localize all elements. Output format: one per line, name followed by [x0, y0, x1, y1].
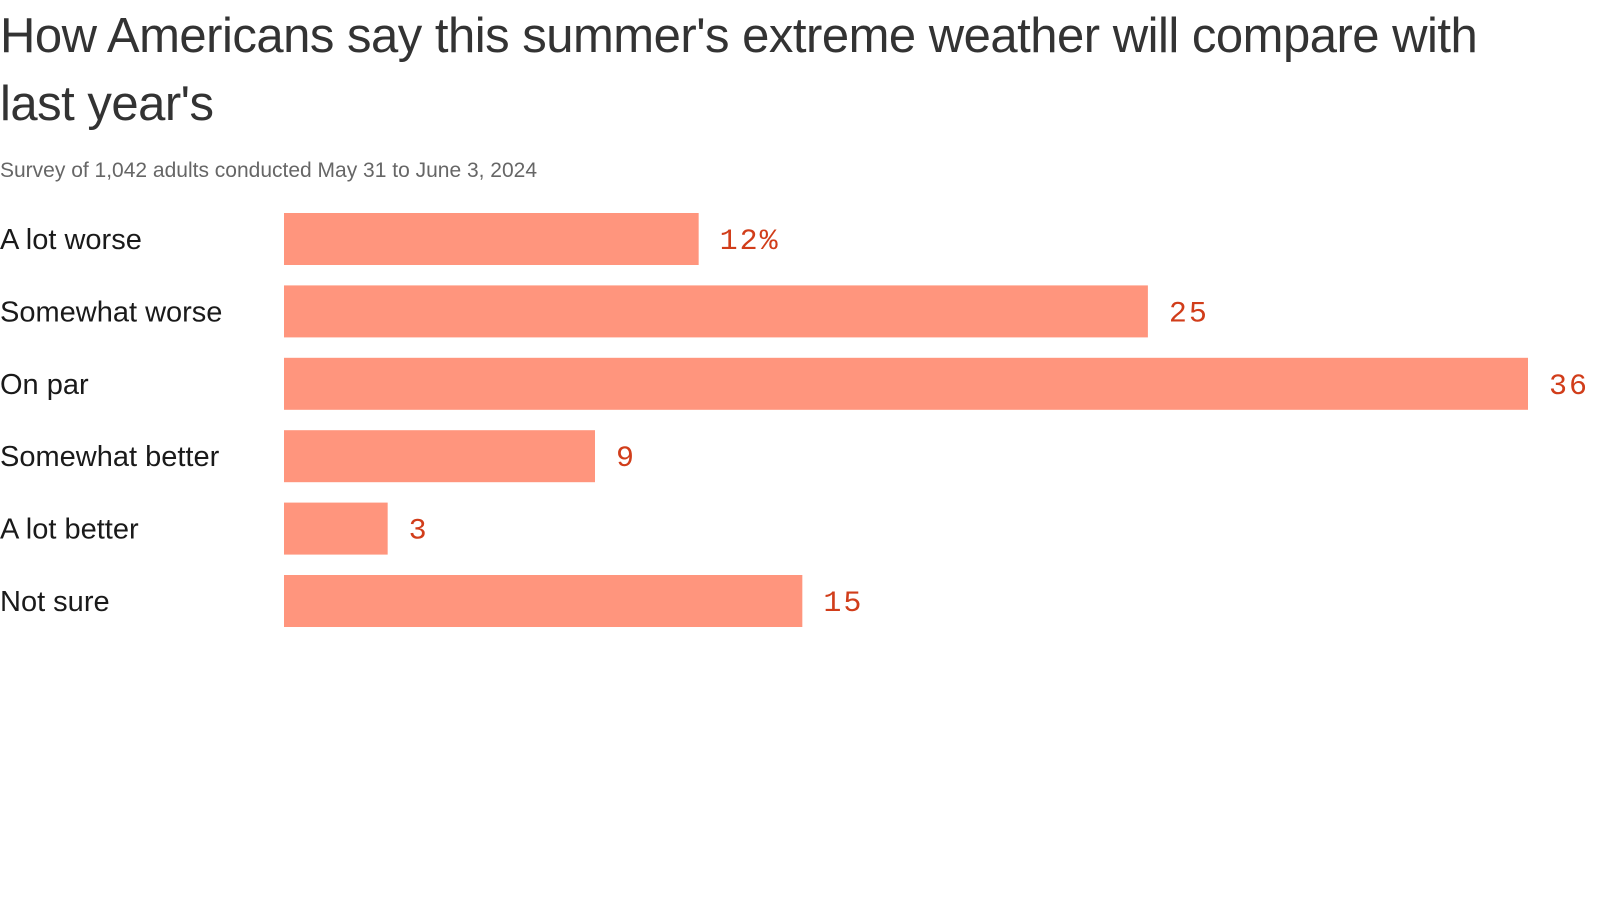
category-label: Somewhat worse — [0, 296, 222, 328]
bar-row: On par 36 — [0, 357, 1589, 410]
bar — [284, 357, 1528, 410]
bar — [284, 502, 388, 555]
bar — [284, 575, 803, 627]
bar — [284, 213, 699, 265]
value-label: 36 — [1549, 370, 1589, 404]
value-label: 12% — [720, 225, 780, 259]
bar-row: Not sure 15 — [0, 575, 863, 627]
value-label: 15 — [823, 587, 863, 621]
value-label: 3 — [409, 515, 429, 549]
bar — [284, 430, 595, 483]
category-label: A lot worse — [0, 224, 142, 256]
category-label: Not sure — [0, 586, 110, 618]
category-label: On par — [0, 369, 89, 401]
chart-title: How Americans say this summer's extreme … — [0, 9, 1478, 131]
chart-subtitle: Survey of 1,042 adults conducted May 31 … — [0, 159, 538, 182]
category-label: A lot better — [0, 514, 139, 546]
bar-row: Somewhat better 9 — [0, 430, 636, 483]
value-label: 25 — [1169, 297, 1209, 331]
bar-row: A lot better 3 — [0, 502, 429, 555]
bar-row: A lot worse 12% — [0, 213, 780, 265]
category-label: Somewhat better — [0, 441, 220, 473]
bar — [284, 285, 1148, 338]
bar-row: Somewhat worse 25 — [0, 285, 1209, 338]
value-label: 9 — [616, 442, 636, 476]
